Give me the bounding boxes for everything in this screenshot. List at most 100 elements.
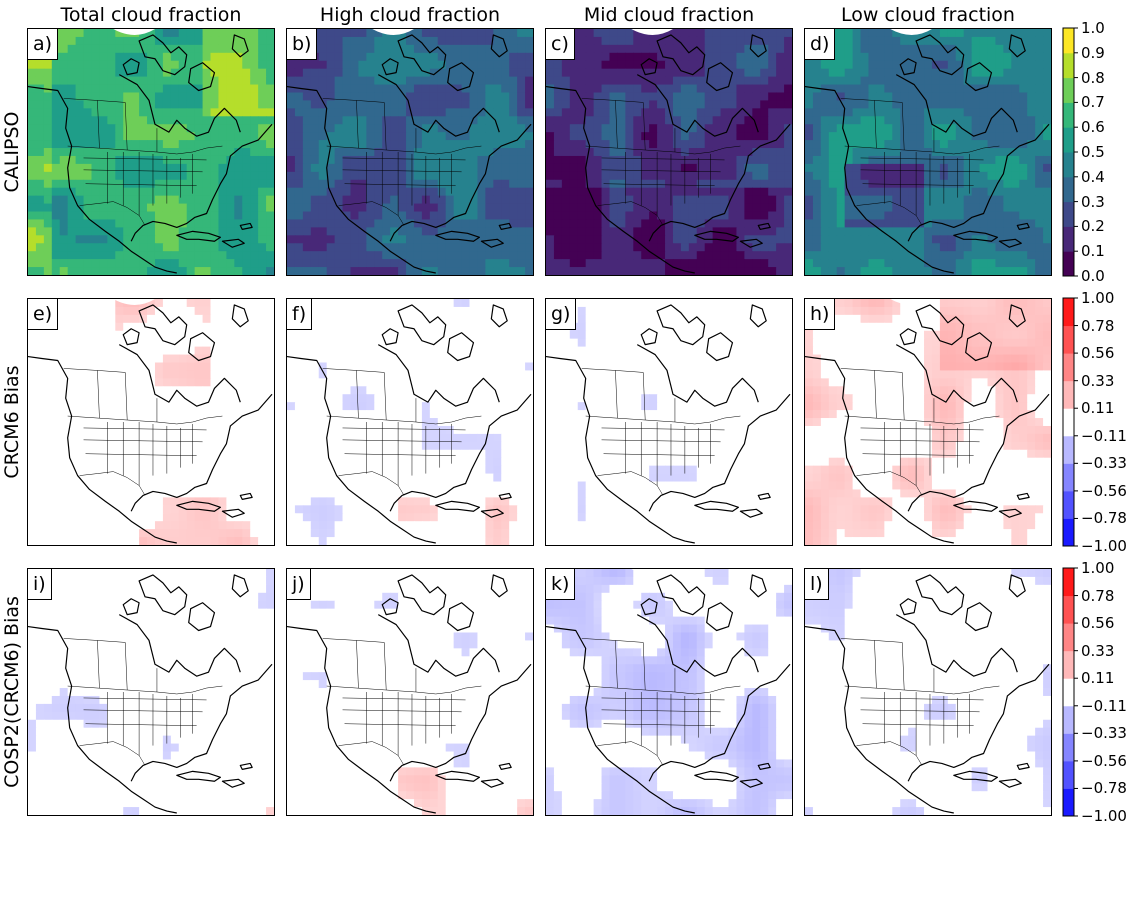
field-cell (210, 155, 220, 165)
field-cell (916, 132, 925, 141)
field-cell (59, 537, 69, 545)
coastline (118, 74, 241, 137)
field-cell (234, 386, 243, 395)
field-cell (421, 84, 431, 94)
field-cell (987, 92, 997, 102)
field-cell (593, 259, 603, 268)
field-cell (421, 227, 431, 236)
field-cell (170, 60, 180, 70)
field-cell (226, 92, 235, 102)
field-cell (760, 179, 769, 189)
field-cell (83, 338, 93, 348)
field-cell (51, 148, 61, 157)
field-cell (28, 100, 37, 109)
field-cell (51, 60, 61, 70)
field-cell (617, 251, 626, 260)
field-cell (876, 195, 885, 205)
field-cell (844, 267, 854, 275)
field-cell (75, 100, 85, 109)
field-cell (979, 100, 989, 109)
field-cell (342, 124, 352, 133)
field-cell (1019, 211, 1028, 221)
field-cell (546, 76, 555, 86)
field-cell (218, 84, 227, 94)
field-cell (115, 513, 124, 522)
field-cell (107, 259, 116, 268)
field-cell (517, 227, 526, 236)
field-cell (302, 211, 312, 221)
field-cell (672, 203, 682, 213)
field-cell (561, 195, 571, 205)
field-cell (1035, 259, 1044, 268)
field-cell (99, 140, 108, 149)
field-cell (892, 92, 901, 102)
field-cell (688, 108, 698, 117)
field-cell (226, 306, 235, 316)
field-cell (625, 36, 634, 46)
field-cell (67, 489, 77, 498)
field-cell (366, 116, 375, 125)
field-cell (553, 243, 563, 252)
field-cell (28, 394, 37, 403)
field-cell (517, 124, 526, 133)
field-cell (453, 44, 463, 54)
field-cell (115, 60, 124, 70)
field-cell (1027, 187, 1036, 197)
field-cell (366, 108, 375, 117)
field-cell (1043, 116, 1051, 125)
field-cell (805, 187, 814, 197)
field-cell (350, 187, 360, 197)
field-cell (939, 195, 949, 205)
missing-data-cap (890, 29, 932, 35)
field-cell (59, 235, 69, 244)
field-cell (836, 163, 846, 173)
field-cell (517, 155, 526, 165)
field-cell (234, 441, 243, 451)
field-cell (852, 179, 862, 189)
field-cell (28, 211, 37, 221)
field-cell (194, 386, 204, 395)
field-cell (250, 116, 259, 125)
field-cell (242, 441, 251, 451)
field-cell (525, 211, 533, 221)
field-cell (672, 84, 682, 94)
field-cell (210, 84, 220, 94)
field-cell (250, 362, 259, 372)
field-cell (67, 481, 77, 491)
field-cell (805, 227, 814, 236)
field-cell (657, 84, 666, 94)
field-cell (202, 108, 212, 117)
field-cell (413, 235, 423, 244)
field-cell (318, 124, 328, 133)
field-cell (99, 36, 108, 46)
field-cell (115, 425, 124, 435)
field-cell (868, 203, 878, 213)
field-cell (202, 394, 212, 403)
field-cell (947, 100, 957, 109)
field-cell (601, 140, 611, 149)
field-cell (546, 68, 555, 78)
coastline (239, 222, 253, 230)
field-cell (123, 44, 132, 54)
field-cell (784, 203, 792, 213)
field-cell (67, 299, 77, 308)
field-cell (876, 219, 885, 228)
field-cell (28, 410, 37, 419)
field-cell (326, 219, 336, 228)
field-cell (744, 155, 753, 165)
field-cell (752, 76, 761, 86)
field-cell (1027, 140, 1036, 149)
field-cell (107, 346, 116, 356)
field-cell (342, 163, 352, 173)
field-cell (916, 52, 925, 62)
field-cell (828, 84, 838, 94)
field-cell (374, 155, 383, 165)
field-cell (287, 171, 296, 181)
field-cell (860, 187, 870, 197)
field-cell (509, 108, 518, 117)
field-cell (91, 132, 101, 141)
field-cell (302, 219, 312, 228)
field-cell (828, 60, 838, 70)
field-cell (609, 100, 619, 109)
field-cell (987, 187, 997, 197)
